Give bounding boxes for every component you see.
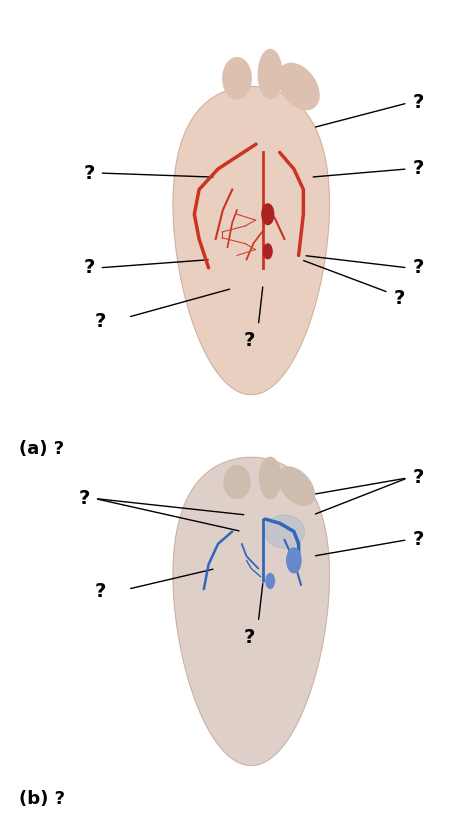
Ellipse shape (259, 457, 281, 499)
Text: ?: ? (412, 93, 424, 113)
Polygon shape (173, 87, 329, 395)
Text: ?: ? (95, 582, 106, 602)
Text: ?: ? (393, 288, 405, 308)
Text: ?: ? (243, 628, 255, 647)
Text: ?: ? (243, 331, 255, 350)
Ellipse shape (223, 58, 251, 99)
Ellipse shape (258, 49, 282, 99)
Ellipse shape (264, 515, 304, 548)
Text: ?: ? (412, 258, 424, 278)
Text: ?: ? (412, 468, 424, 488)
Ellipse shape (278, 467, 314, 505)
Ellipse shape (224, 466, 250, 499)
Text: ?: ? (83, 163, 95, 183)
Text: (a) ?: (a) ? (19, 440, 64, 458)
Ellipse shape (287, 548, 301, 573)
Text: ?: ? (412, 159, 424, 179)
Polygon shape (173, 457, 329, 765)
Ellipse shape (266, 574, 274, 588)
Text: (b) ?: (b) ? (19, 790, 65, 808)
Ellipse shape (278, 63, 319, 110)
Text: ?: ? (412, 530, 424, 550)
Text: ?: ? (95, 311, 106, 331)
Ellipse shape (262, 204, 274, 224)
Text: ?: ? (79, 489, 90, 508)
Ellipse shape (264, 244, 272, 259)
Text: ?: ? (83, 258, 95, 278)
